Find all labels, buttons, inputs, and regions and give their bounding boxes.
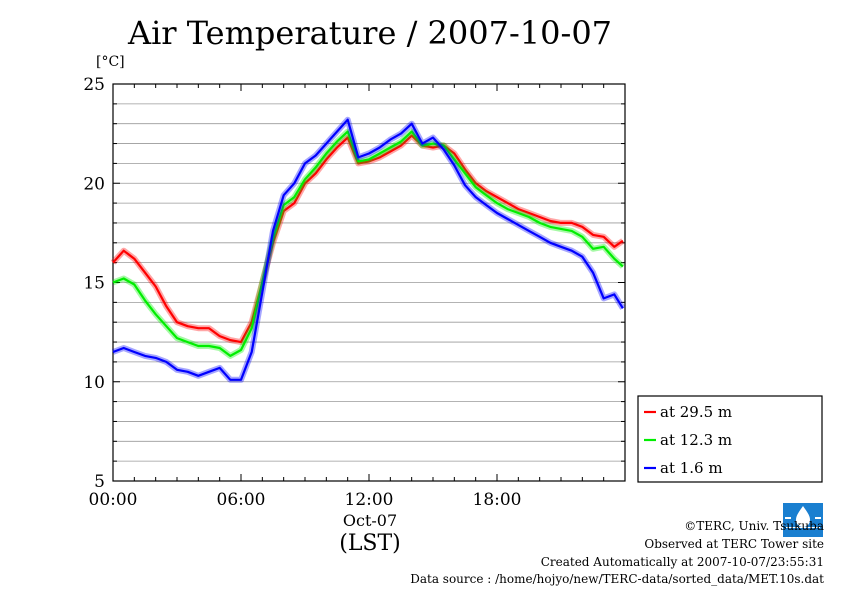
footer-created: Created Automatically at 2007-10-07/23:5… [540,555,824,569]
chart-title: Air Temperature / 2007-10-07 [127,14,613,52]
x-axis-label: (LST) [339,531,401,556]
y-tick-label: 15 [83,274,105,294]
x-tick-label: 18:00 [473,490,522,510]
y-tick-label: 20 [83,174,105,194]
footer-copyright: ©TERC, Univ. Tsukuba [684,519,824,533]
legend-label: at 1.6 m [660,459,723,477]
y-axis-unit: [°C] [96,54,125,70]
series-line-2 [112,118,624,381]
legend-box [637,395,823,483]
series-line-0 [112,134,624,344]
footer-site: Observed at TERC Tower site [644,537,824,551]
legend-label: at 29.5 m [660,403,732,421]
x-axis-date-label: Oct-07 [342,511,398,530]
x-tick-label: 00:00 [89,490,138,510]
legend-label: at 12.3 m [660,431,732,449]
footer-source: Data source : /home/hojyo/new/TERC-data/… [410,572,824,586]
y-tick-label: 25 [83,75,105,95]
y-tick-label: 10 [83,373,105,393]
terc-logo-icon [783,503,823,537]
series-line-1 [112,130,624,357]
x-tick-label: 06:00 [217,490,266,510]
y-tick-label: 5 [94,472,105,492]
x-tick-label: 12:00 [345,490,394,510]
